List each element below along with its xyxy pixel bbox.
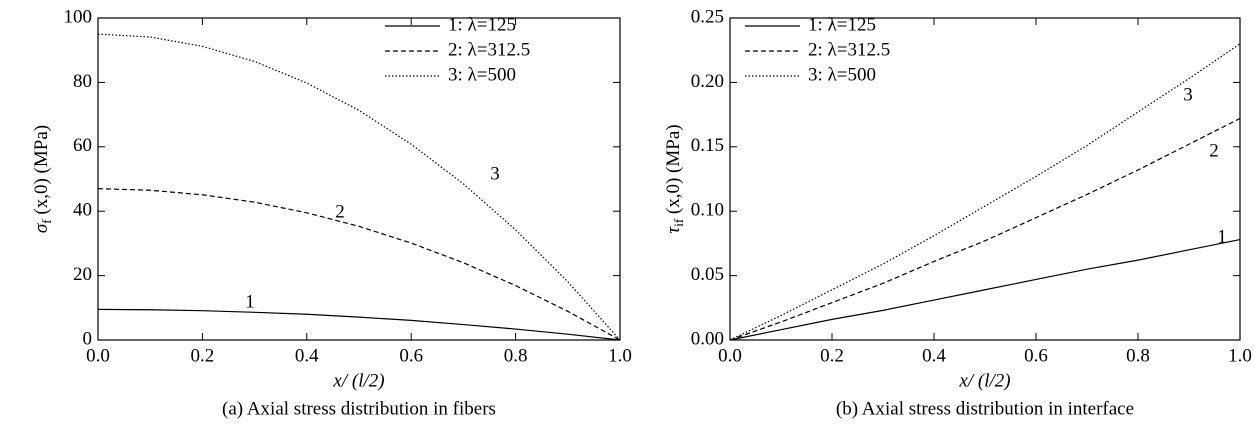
x-tick-label: 0.6: [1024, 345, 1048, 366]
x-tick-label: 1.0: [1228, 345, 1252, 366]
y-axis-symbol: τ: [663, 226, 684, 234]
x-tick-label: 0.0: [718, 345, 742, 366]
x-tick-label: 0.0: [86, 345, 110, 366]
y-tick-label: 100: [64, 6, 93, 27]
legend-label: 3: λ=500: [808, 64, 876, 85]
curve-label: 3: [490, 163, 500, 184]
y-tick-label: 0.10: [691, 200, 724, 221]
series-line: [729, 117, 1241, 341]
y-axis-label: τif (x,0) (MPa): [663, 124, 686, 233]
x-tick-label: 0.2: [191, 345, 215, 366]
curve-label: 3: [1183, 84, 1193, 105]
x-tick-label: 0.2: [820, 345, 844, 366]
y-tick-label: 0.20: [691, 71, 724, 92]
x-tick-label: 1.0: [608, 345, 632, 366]
y-tick-label: 40: [73, 200, 92, 221]
curve-label: 1: [245, 291, 255, 312]
legend-label: 2: λ=312.5: [808, 39, 890, 60]
series-line: [729, 238, 1241, 341]
y-axis-subscript: if: [671, 218, 686, 227]
x-tick-label: 0.4: [922, 345, 946, 366]
caption: (a) Axial stress distribution in fibers: [222, 398, 496, 419]
y-axis-symbol: σ: [31, 223, 52, 233]
y-tick-label: 0.05: [691, 264, 724, 285]
series-line: [97, 33, 621, 341]
x-axis-label: x/ (l/2): [332, 370, 384, 391]
y-tick-label: 80: [73, 71, 92, 92]
series-line: [97, 308, 621, 341]
x-tick-label: 0.6: [399, 345, 423, 366]
plot-frame: [729, 17, 1241, 341]
legend-label: 3: λ=500: [448, 64, 516, 85]
curve-label: 2: [335, 201, 345, 222]
curve-label: 1: [1217, 226, 1227, 247]
y-tick-label: 20: [73, 264, 92, 285]
x-tick-label: 0.4: [295, 345, 319, 366]
x-axis-label: x/ (l/2): [958, 370, 1010, 391]
legend-label: 1: λ=125: [808, 14, 876, 35]
plot-frame: [97, 17, 621, 341]
legend-label: 1: λ=125: [448, 14, 516, 35]
x-tick-label: 0.8: [504, 345, 528, 366]
x-tick-label: 0.8: [1126, 345, 1150, 366]
caption: (b) Axial stress distribution in interfa…: [836, 398, 1134, 419]
y-axis-subscript: f: [39, 219, 54, 224]
y-tick-label: 0.00: [691, 328, 724, 349]
y-tick-label: 60: [73, 135, 92, 156]
curve-label: 2: [1209, 140, 1219, 161]
y-tick-label: 0.15: [691, 135, 724, 156]
y-tick-label: 0.25: [691, 6, 724, 27]
series-line: [97, 188, 621, 341]
y-axis-label: σf (x,0) (MPa): [31, 125, 54, 233]
y-axis-rest: (x,0) (MPa): [31, 125, 52, 219]
y-tick-label: 0: [83, 328, 93, 349]
y-axis-rest: (x,0) (MPa): [663, 124, 684, 218]
series-line: [729, 43, 1241, 341]
legend-label: 2: λ=312.5: [448, 39, 530, 60]
